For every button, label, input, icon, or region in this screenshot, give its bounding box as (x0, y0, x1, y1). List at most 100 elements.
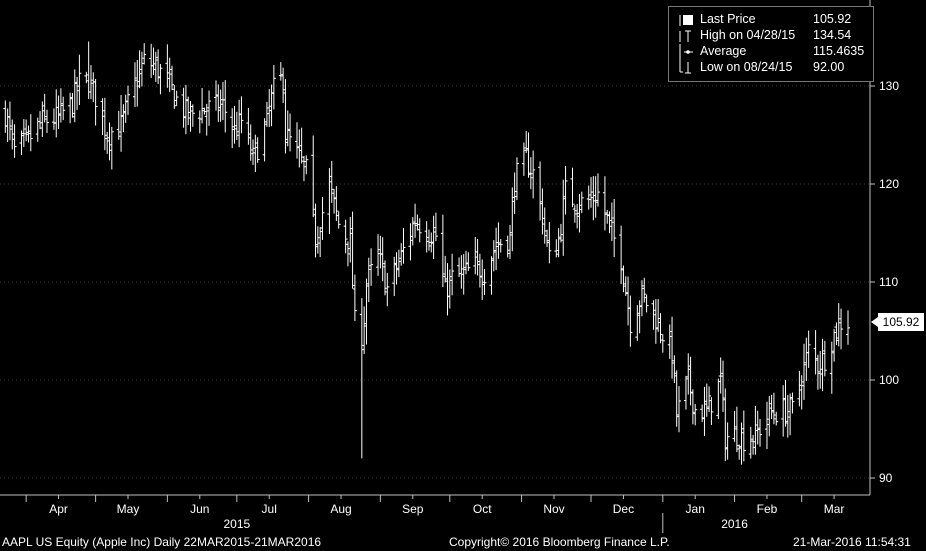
last-price-tag: 105.92 (878, 313, 924, 331)
ohlc-bar (213, 80, 218, 111)
ohlc-bar (12, 124, 17, 158)
ohlc-bar (505, 235, 510, 258)
ohlc-bar (424, 221, 429, 253)
ohlc-bar (318, 227, 323, 258)
ohlc-bar (301, 156, 306, 182)
footer-timestamp: 21-Mar-2016 11:54:31 (793, 535, 911, 549)
ohlc-bar (771, 392, 776, 425)
ohlc-bar (7, 101, 12, 141)
ohlc-bar (285, 110, 290, 147)
ohlc-bar (174, 90, 179, 106)
x-year-label: 2015 (223, 517, 250, 531)
ohlc-bar (785, 395, 790, 438)
ohlc-bar (540, 188, 545, 235)
ohlc-bar (313, 203, 318, 258)
ohlc-bar (119, 94, 124, 152)
x-year-label: 2016 (721, 517, 748, 531)
ohlc-bar (748, 426, 753, 459)
ohlc-bar (839, 308, 844, 350)
ohlc-bar (797, 370, 802, 407)
ohlc-bar (269, 84, 274, 127)
ohlc-bar (716, 378, 721, 420)
ohlc-bar (806, 330, 811, 368)
ohlc-bar (667, 324, 672, 359)
ohlc-bar (281, 67, 286, 103)
ohlc-bar (426, 229, 431, 251)
ohlc-bar (297, 129, 302, 168)
ohlc-bar (822, 340, 827, 377)
ohlc-bar (473, 236, 478, 275)
ohlc-bar (832, 328, 837, 362)
ohlc-bar (267, 89, 272, 127)
x-tick-label: Feb (757, 502, 778, 516)
ohlc-bar (510, 187, 515, 252)
ohlc-bar (334, 186, 339, 221)
y-tick-label: 110 (879, 275, 898, 289)
ohlc-bar (660, 334, 665, 353)
ohlc-bar (637, 300, 642, 334)
footer-copyright: Copyright© 2016 Bloomberg Finance L.P. (449, 535, 670, 549)
ohlc-bar (283, 79, 288, 154)
ohlc-bar (445, 263, 450, 316)
ohlc-bar (271, 65, 276, 110)
ohlc-bar (343, 219, 348, 254)
ohlc-bar (751, 434, 756, 455)
ohlc-bar (188, 100, 193, 132)
ohlc-bar (605, 209, 610, 224)
ohlc-bar (413, 203, 418, 238)
ohlc-bar (288, 113, 293, 152)
ohlc-bar (433, 212, 438, 242)
ohlc-bar (688, 356, 693, 406)
ohlc-bar (408, 223, 413, 261)
ohlc-bar (38, 111, 43, 130)
ohlc-bar (369, 248, 374, 286)
ohlc-bar (336, 211, 341, 229)
x-tick-label: Apr (49, 502, 68, 516)
x-tick-label: Dec (613, 502, 634, 516)
ohlc-bar (156, 49, 161, 85)
ohlc-bar (651, 300, 656, 330)
legend-low-icon (677, 60, 693, 76)
ohlc-bar (202, 107, 207, 115)
ohlc-bar (126, 85, 131, 115)
ohlc-bar (246, 108, 251, 145)
ohlc-bar (352, 274, 357, 322)
ohlc-bar (139, 51, 144, 87)
ohlc-bar (61, 96, 66, 121)
ohlc-bar (68, 92, 73, 124)
ohlc-bar (753, 406, 758, 455)
ohlc-bar (542, 207, 547, 244)
last-price-pointer (871, 317, 878, 327)
price-bars (3, 41, 850, 465)
ohlc-bar (769, 394, 774, 420)
ohlc-bar (626, 276, 631, 326)
ohlc-bar (382, 260, 387, 296)
ohlc-bar (450, 253, 455, 296)
ohlc-bar (216, 84, 221, 122)
legend-low: Low on 08/24/15 92.00 (669, 60, 873, 76)
ohlc-bar (350, 211, 355, 289)
ohlc-bar (348, 216, 353, 263)
ohlc-bar (329, 160, 334, 203)
ohlc-bar (498, 239, 503, 253)
ohlc-bar (359, 298, 364, 459)
ohlc-bar (526, 132, 531, 178)
ohlc-bar (170, 65, 174, 91)
ohlc-bar (602, 176, 607, 231)
ohlc-bar (491, 240, 496, 272)
ohlc-bar (107, 122, 112, 161)
ohlc-bar (299, 127, 304, 164)
legend-last-value: 105.92 (813, 12, 852, 26)
ohlc-bar (396, 249, 401, 277)
ohlc-bar (93, 78, 98, 126)
legend-low-label: Low on 08/24/15 (700, 60, 793, 74)
ohlc-bar (607, 211, 612, 234)
ohlc-bar (385, 272, 390, 307)
ohlc-bar (674, 370, 679, 427)
ohlc-bar (464, 250, 469, 275)
ohlc-bar (345, 241, 350, 267)
ohlc-bar (70, 93, 75, 118)
legend-last-label: Last Price (700, 12, 756, 26)
ohlc-bar (563, 165, 568, 215)
ohlc-bar (332, 189, 337, 214)
